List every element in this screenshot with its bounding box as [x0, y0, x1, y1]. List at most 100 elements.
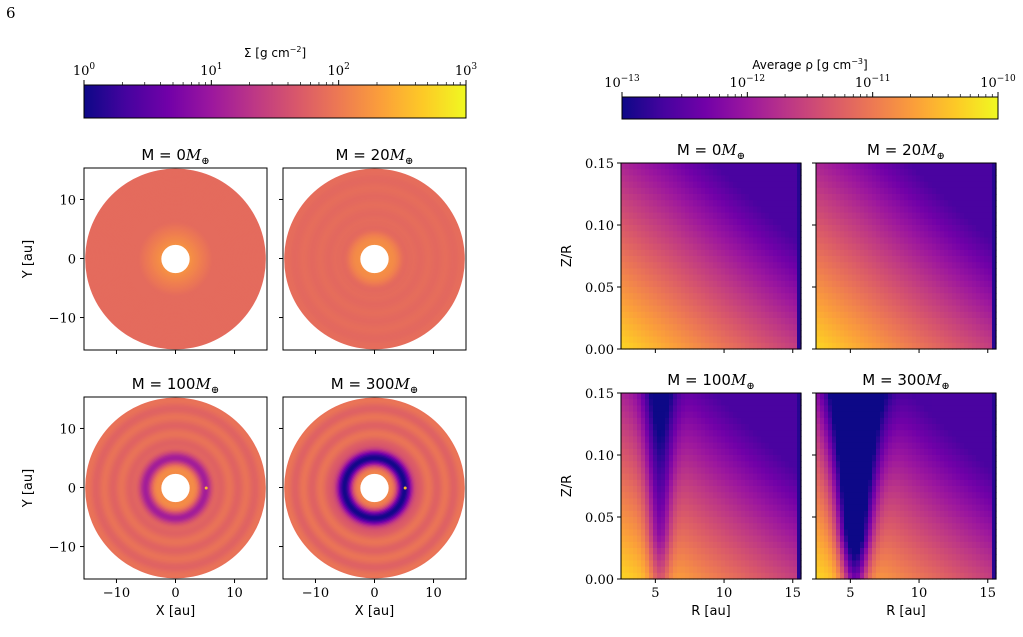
rho-cell	[820, 268, 825, 276]
rho-cell	[669, 417, 674, 425]
rho-cell	[900, 262, 905, 269]
rho-cell	[709, 231, 714, 238]
rho-cell	[856, 262, 861, 269]
rho-cell	[725, 548, 730, 555]
rho-cell	[832, 529, 837, 537]
rho-cell	[896, 330, 901, 338]
rho-cell	[701, 529, 706, 537]
rho-cell	[689, 473, 694, 481]
rho-cell	[876, 554, 881, 561]
rho-cell	[693, 243, 698, 251]
rho-cell	[761, 523, 766, 530]
rho-cell	[844, 554, 849, 561]
rho-cell	[900, 181, 905, 189]
rho-cell	[868, 523, 873, 530]
rho-cell	[673, 492, 678, 499]
rho-cell	[761, 163, 766, 170]
rho-cell	[832, 225, 837, 232]
rho-cell	[820, 399, 825, 406]
rho-cell	[633, 336, 638, 344]
rho-panel-border	[620, 392, 802, 580]
rho-cell	[725, 342, 730, 350]
rho-cell	[681, 330, 686, 338]
rho-cell	[960, 280, 965, 288]
rho-cell	[749, 181, 754, 189]
rho-cell	[872, 218, 877, 226]
rho-cell	[888, 280, 893, 288]
rho-cell	[785, 430, 790, 437]
rho-cell	[713, 336, 718, 344]
rho-xtick-label: 10	[716, 586, 733, 601]
rho-cell	[972, 200, 977, 207]
rho-cell	[952, 330, 957, 338]
rho-cell	[733, 218, 738, 226]
rho-cell	[721, 256, 726, 263]
rho-cell	[980, 342, 985, 350]
rho-cell	[653, 293, 658, 300]
rho-cell	[820, 492, 825, 499]
rho-cell	[701, 299, 706, 307]
rho-cell	[673, 200, 678, 207]
rho-cell	[769, 560, 774, 568]
rho-subplot-title: M = 20M⊕	[867, 141, 945, 162]
rho-cell	[832, 523, 837, 530]
rho-cell	[876, 430, 881, 437]
rho-cell	[725, 473, 730, 481]
rho-cell	[789, 293, 794, 300]
rho-cell	[880, 243, 885, 251]
sigma-ytick-label: 0	[68, 482, 76, 497]
rho-cell	[769, 287, 774, 294]
rho-cell	[757, 243, 762, 251]
rho-cell	[864, 268, 869, 276]
rho-cell	[677, 529, 682, 537]
rho-cell	[972, 225, 977, 232]
rho-cell	[765, 430, 770, 437]
rho-cell	[629, 498, 634, 506]
rho-cell	[709, 393, 714, 400]
rho-cell	[729, 274, 734, 282]
rho-cell	[932, 342, 937, 350]
rho-cell	[912, 200, 917, 207]
rho-cell	[852, 448, 857, 456]
rho-cell	[745, 181, 750, 189]
rho-cell	[681, 243, 686, 251]
rho-cell	[733, 256, 738, 263]
rho-cell	[912, 336, 917, 344]
rho-cell	[824, 169, 829, 176]
rho-cell	[697, 473, 702, 481]
rho-cell	[637, 200, 642, 207]
rho-cell	[725, 504, 730, 512]
rho-cell	[709, 492, 714, 499]
rho-cell	[868, 529, 873, 537]
rho-cell	[657, 529, 662, 537]
rho-cell	[745, 231, 750, 238]
rho-cell	[653, 541, 658, 549]
rho-cell	[793, 473, 798, 481]
rho-cell	[884, 399, 889, 406]
rho-cell	[665, 200, 670, 207]
rho-cell	[984, 175, 989, 183]
rho-cell	[713, 405, 718, 413]
rho-cell	[932, 311, 937, 319]
rho-cell	[856, 169, 861, 176]
rho-cell	[852, 194, 857, 201]
rho-cell	[697, 430, 702, 437]
rho-cell	[765, 318, 770, 325]
rho-cell	[852, 442, 857, 450]
rho-cell	[824, 430, 829, 437]
rho-cell	[717, 479, 722, 487]
rho-cell	[844, 411, 849, 419]
rho-cell	[693, 212, 698, 220]
rho-cell	[629, 305, 634, 313]
rho-cell	[884, 324, 889, 331]
rho-cell	[892, 194, 897, 201]
rho-cell	[641, 467, 646, 475]
rho-cell	[637, 399, 642, 406]
rho-cell	[753, 336, 758, 344]
rho-cell	[705, 448, 710, 456]
rho-cell	[872, 194, 877, 201]
sigma-ytick-label: 10	[59, 422, 76, 437]
rho-ytick-label: 0.05	[585, 511, 614, 526]
rho-cell	[936, 200, 941, 207]
rho-cell	[793, 535, 798, 543]
